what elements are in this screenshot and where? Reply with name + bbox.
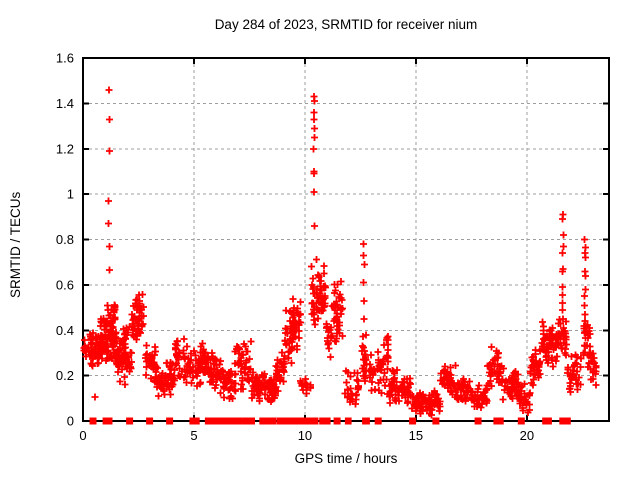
y-tick-label: 0.2	[56, 368, 74, 383]
zero-marker	[220, 417, 228, 425]
zero-marker	[323, 417, 331, 425]
x-tick-label: 5	[190, 428, 197, 443]
y-tick-label: 0.8	[56, 232, 74, 247]
zero-marker	[236, 417, 243, 425]
zero-marker	[213, 417, 221, 425]
y-tick-label: 0.6	[56, 277, 74, 292]
chart-title: Day 284 of 2023, SRMTID for receiver niu…	[214, 17, 478, 32]
x-tick-label: 10	[298, 428, 312, 443]
zero-marker	[311, 417, 319, 425]
zero-marker	[474, 417, 482, 425]
zero-marker	[126, 417, 134, 425]
zero-marker	[344, 417, 352, 425]
zero-marker	[146, 417, 154, 425]
zero-marker	[259, 417, 267, 425]
zero-marker	[105, 417, 113, 425]
y-tick-label: 1.4	[56, 96, 74, 111]
zero-marker	[204, 417, 212, 425]
y-tick-label: 0.4	[56, 323, 74, 338]
zero-marker	[300, 417, 314, 425]
zero-marker	[409, 417, 417, 425]
x-tick-label: 20	[520, 428, 534, 443]
y-tick-label: 1.6	[56, 51, 74, 66]
zero-marker	[263, 417, 271, 425]
zero-marker	[559, 417, 566, 425]
y-tick-label: 1	[67, 187, 74, 202]
x-tick-label: 0	[79, 428, 86, 443]
zero-markers	[89, 417, 571, 425]
zero-marker	[496, 417, 504, 425]
zero-marker	[544, 417, 552, 425]
zero-marker	[362, 417, 370, 425]
x-axis-label: GPS time / hours	[294, 451, 398, 466]
zero-marker	[432, 417, 440, 425]
x-tick-label: 15	[409, 428, 423, 443]
zero-marker	[284, 417, 292, 425]
zero-marker	[319, 417, 327, 425]
zero-marker	[226, 417, 237, 425]
zero-marker	[293, 417, 301, 425]
y-tick-label: 0	[67, 414, 74, 429]
zero-marker	[374, 417, 382, 425]
zero-marker	[166, 417, 174, 425]
zero-marker	[246, 417, 255, 425]
zero-marker	[563, 417, 571, 425]
data-points	[80, 86, 600, 419]
zero-marker	[192, 417, 200, 425]
zero-marker	[517, 417, 525, 425]
y-tick-label: 1.2	[56, 141, 74, 156]
zero-marker	[333, 417, 341, 425]
zero-marker	[89, 417, 97, 425]
zero-marker	[276, 417, 287, 425]
grid-lines	[83, 58, 609, 421]
zero-marker	[269, 417, 277, 425]
